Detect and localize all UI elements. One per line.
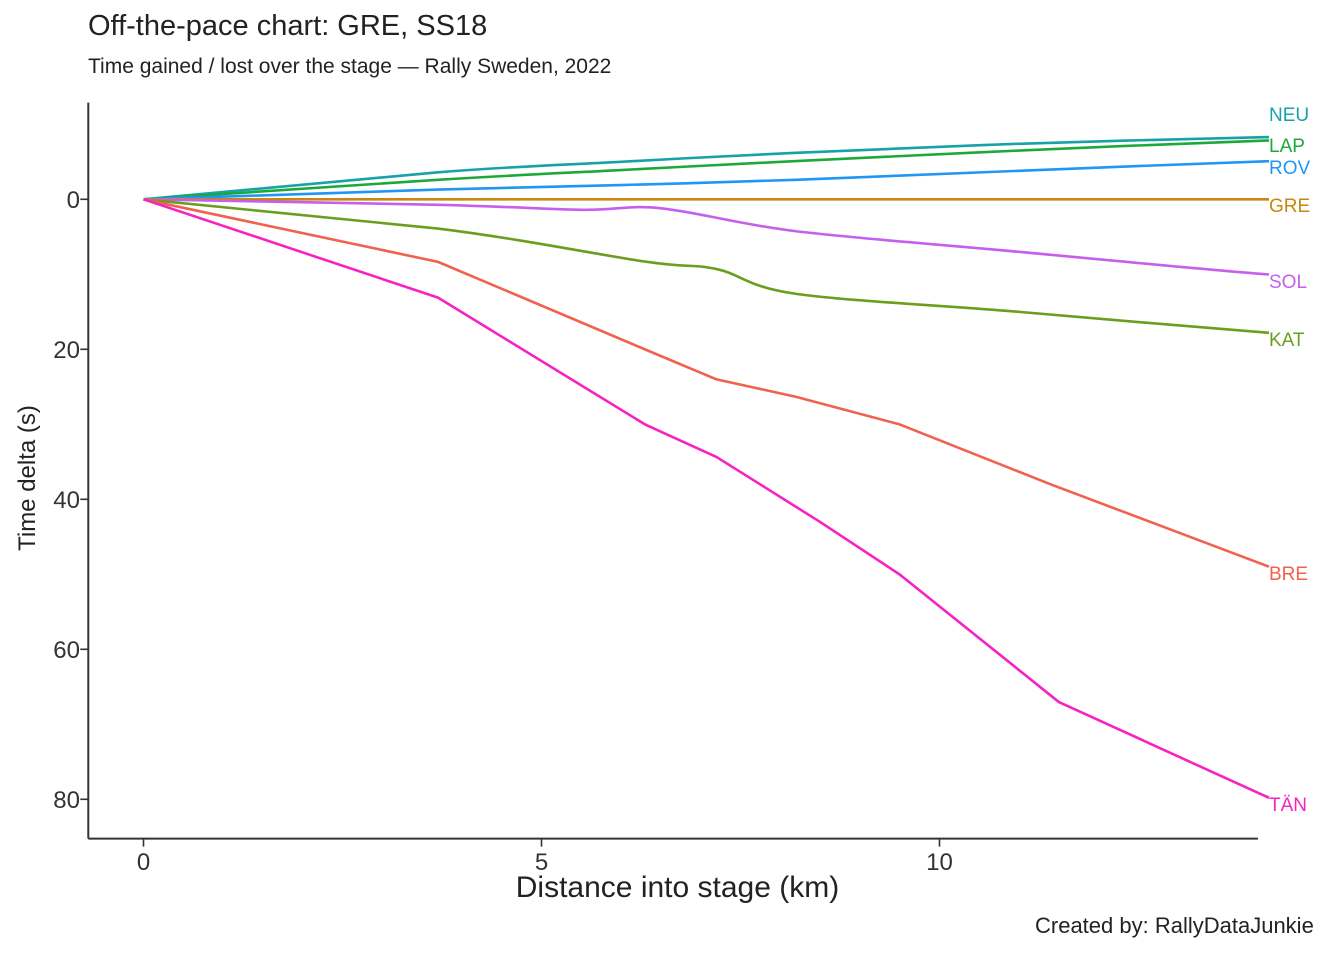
svg-text:SOL: SOL (1269, 272, 1307, 293)
svg-text:60: 60 (53, 637, 80, 664)
svg-text:80: 80 (53, 787, 80, 814)
svg-text:KAT: KAT (1269, 330, 1305, 351)
svg-text:BRE: BRE (1269, 564, 1308, 585)
svg-text:0: 0 (67, 187, 80, 214)
svg-text:GRE: GRE (1269, 196, 1310, 217)
svg-text:LAP: LAP (1269, 136, 1305, 157)
svg-text:NEU: NEU (1269, 105, 1309, 126)
svg-text:ROV: ROV (1269, 158, 1311, 179)
svg-text:TÄN: TÄN (1269, 795, 1307, 816)
svg-text:20: 20 (53, 337, 80, 364)
svg-text:40: 40 (53, 487, 80, 514)
